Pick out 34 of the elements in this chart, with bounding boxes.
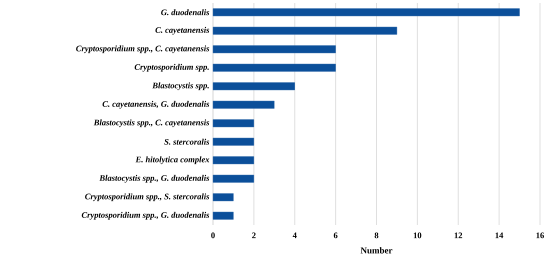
bar: [212, 138, 254, 146]
y-tick-label: Blastocystis spp.: [152, 82, 209, 90]
x-tick-label: 2: [252, 232, 256, 238]
bar: [212, 64, 336, 72]
bar: [212, 8, 520, 16]
y-tick-label: G. duodenalis: [161, 9, 210, 16]
bar: [212, 156, 254, 164]
y-tick-label: E. hitolytica complex: [136, 156, 210, 164]
y-tick-label: C. cayetanensis: [155, 26, 210, 35]
y-tick-label: Blastocystis spp., C. cayetanensis: [94, 119, 210, 128]
y-tick-label: Cryptosporidium spp., G. duodenalis: [82, 212, 210, 220]
bar: [212, 45, 336, 54]
bar: [212, 82, 295, 90]
y-tick-label: C. cayetanensis, G. duodenalis: [102, 100, 210, 109]
y-tick-label: Blastocystis spp., G. duodenalis: [99, 174, 210, 183]
y-tick-label: Cryptosporidium spp.: [134, 64, 209, 72]
y-tick-label: S. stercoralis: [164, 138, 210, 145]
x-tick-label: 4: [292, 232, 297, 238]
bar: [212, 212, 234, 220]
y-tick-label: Cryptosporidium spp., S. stercoralis: [85, 193, 210, 202]
x-tick-label: 0: [211, 232, 215, 238]
bar: [212, 119, 254, 128]
bar: [212, 174, 254, 183]
x-tick-label: 6: [334, 232, 338, 238]
bar: [212, 193, 234, 202]
x-tick-label: 14: [496, 232, 504, 238]
bar: [212, 100, 275, 109]
x-tick-label: 10: [414, 232, 422, 238]
x-tick-label: 8: [374, 232, 378, 238]
x-axis-title: Number: [360, 247, 392, 254]
x-tick-label: 12: [454, 232, 462, 238]
y-tick-label: Cryptosporidium spp., C. cayetanensis: [76, 45, 210, 54]
bar: [212, 26, 398, 35]
x-tick-label: 16: [536, 232, 544, 238]
